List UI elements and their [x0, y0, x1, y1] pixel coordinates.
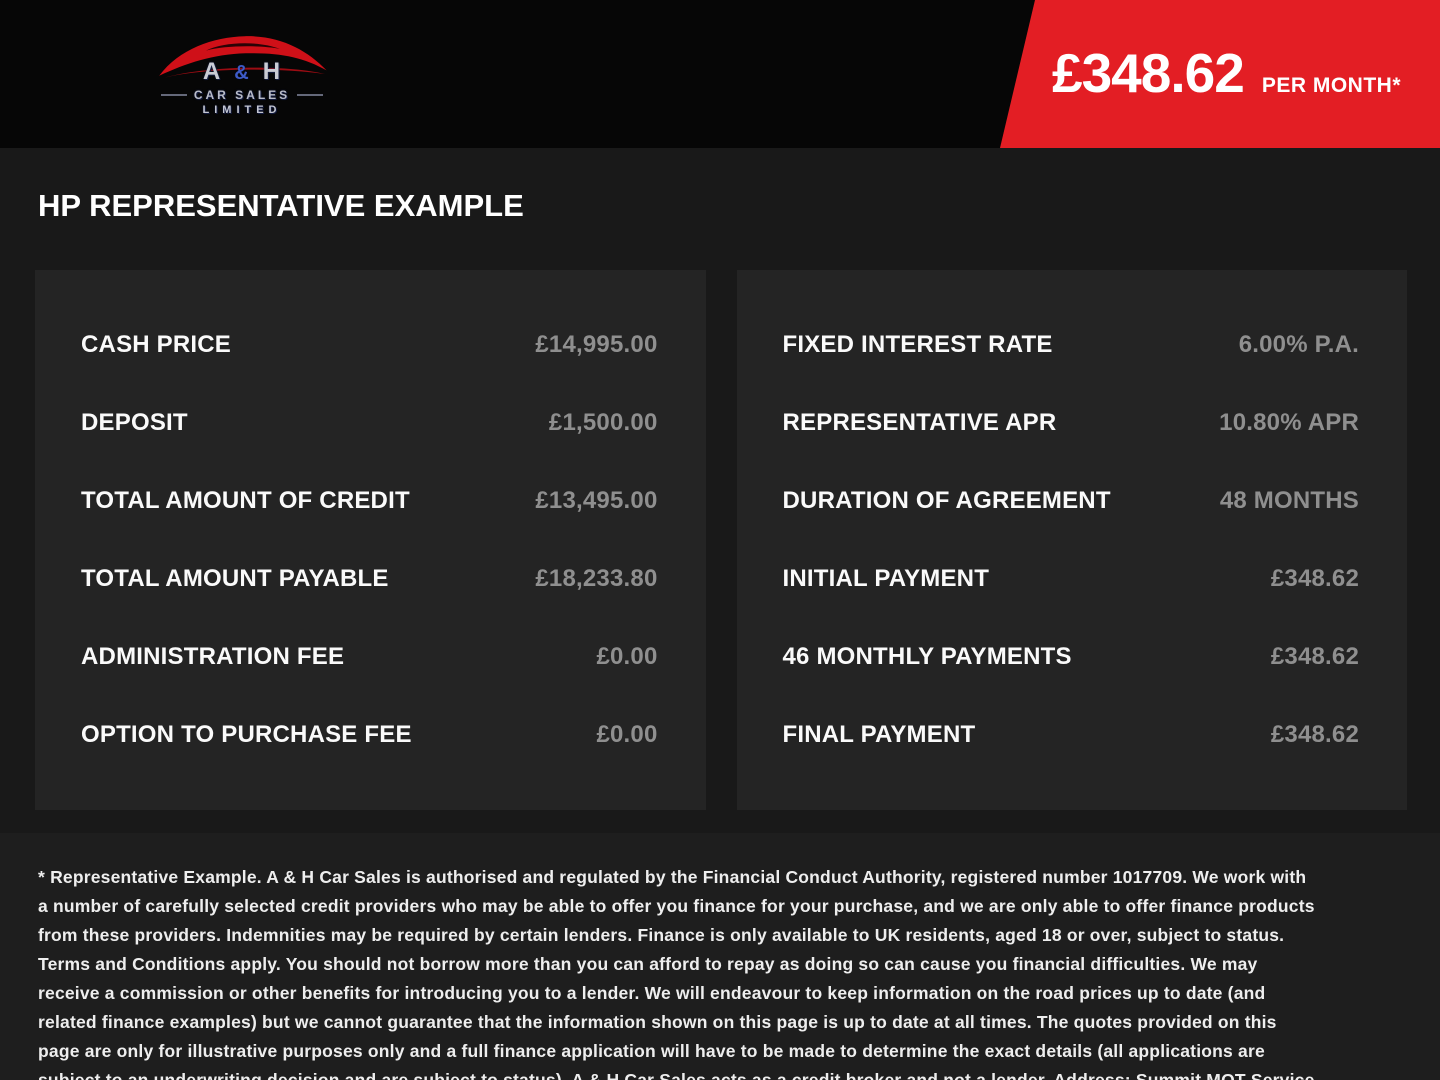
table-row: TOTAL AMOUNT PAYABLE £18,233.80 — [81, 540, 658, 618]
monthly-price-amount: £348.62 — [1052, 42, 1245, 104]
finance-value: £348.62 — [1270, 721, 1359, 748]
finance-label: TOTAL AMOUNT OF CREDIT — [81, 487, 410, 514]
finance-value: £1,500.00 — [548, 409, 658, 436]
table-row: REPRESENTATIVE APR 10.80% APR — [783, 384, 1360, 462]
finance-label: OPTION TO PURCHASE FEE — [81, 721, 412, 748]
logo-rule-right — [297, 94, 324, 96]
finance-label: 46 MONTHLY PAYMENTS — [782, 643, 1072, 670]
table-row: OPTION TO PURCHASE FEE £0.00 — [81, 696, 658, 774]
disclaimer-footer: * Representative Example. A & H Car Sale… — [0, 833, 1440, 1080]
monthly-price-period: PER MONTH* — [1261, 74, 1401, 97]
table-row: FIXED INTEREST RATE 6.00% P.A. — [783, 306, 1360, 384]
finance-label: DEPOSIT — [81, 409, 188, 436]
finance-value: £0.00 — [596, 643, 658, 670]
page-title: HP REPRESENTATIVE EXAMPLE — [38, 188, 524, 223]
finance-label: FIXED INTEREST RATE — [782, 331, 1053, 358]
finance-value: 10.80% APR — [1219, 409, 1359, 436]
finance-label: TOTAL AMOUNT PAYABLE — [81, 565, 389, 592]
finance-value: 48 MONTHS — [1219, 487, 1359, 514]
finance-label: INITIAL PAYMENT — [782, 565, 990, 592]
disclaimer-text: * Representative Example. A & H Car Sale… — [38, 867, 1315, 1080]
finance-value: £14,995.00 — [535, 331, 658, 358]
finance-value: 6.00% P.A. — [1238, 331, 1359, 358]
finance-panel-right: FIXED INTEREST RATE 6.00% P.A. REPRESENT… — [736, 270, 1407, 810]
finance-value: £0.00 — [596, 721, 658, 748]
finance-label: DURATION OF AGREEMENT — [782, 487, 1111, 514]
logo-text: A & H CAR SALES LIMITED — [152, 58, 332, 116]
table-row: DEPOSIT £1,500.00 — [81, 384, 658, 462]
logo-limited-text: LIMITED — [202, 104, 282, 116]
logo-letter-a: A — [202, 58, 222, 85]
site-header: A & H CAR SALES LIMITED £348.62 PER MONT… — [0, 0, 1440, 148]
finance-label: ADMINISTRATION FEE — [81, 643, 345, 670]
dealer-logo[interactable]: A & H CAR SALES LIMITED — [152, 24, 332, 122]
finance-example-section: HP REPRESENTATIVE EXAMPLE CASH PRICE £14… — [0, 148, 1440, 833]
finance-value: £348.62 — [1270, 643, 1359, 670]
logo-car-sales-text: CAR SALES — [193, 88, 291, 102]
logo-rule-left — [160, 94, 187, 96]
finance-panel-left: CASH PRICE £14,995.00 DEPOSIT £1,500.00 … — [35, 270, 706, 810]
table-row: ADMINISTRATION FEE £0.00 — [81, 618, 658, 696]
table-row: 46 MONTHLY PAYMENTS £348.62 — [783, 618, 1360, 696]
logo-letter-h: H — [262, 58, 282, 85]
table-row: CASH PRICE £14,995.00 — [81, 306, 658, 384]
logo-ampersand: & — [234, 62, 250, 84]
finance-value: £13,495.00 — [535, 487, 658, 514]
monthly-price-banner: £348.62 PER MONTH* — [1000, 0, 1440, 148]
table-row: FINAL PAYMENT £348.62 — [783, 696, 1360, 774]
finance-label: FINAL PAYMENT — [782, 721, 976, 748]
table-row: INITIAL PAYMENT £348.62 — [783, 540, 1360, 618]
finance-label: CASH PRICE — [81, 331, 232, 358]
table-row: TOTAL AMOUNT OF CREDIT £13,495.00 — [81, 462, 658, 540]
finance-label: REPRESENTATIVE APR — [782, 409, 1057, 436]
table-row: DURATION OF AGREEMENT 48 MONTHS — [783, 462, 1360, 540]
finance-value: £18,233.80 — [535, 565, 658, 592]
finance-panels: CASH PRICE £14,995.00 DEPOSIT £1,500.00 … — [35, 270, 1407, 810]
finance-value: £348.62 — [1270, 565, 1359, 592]
